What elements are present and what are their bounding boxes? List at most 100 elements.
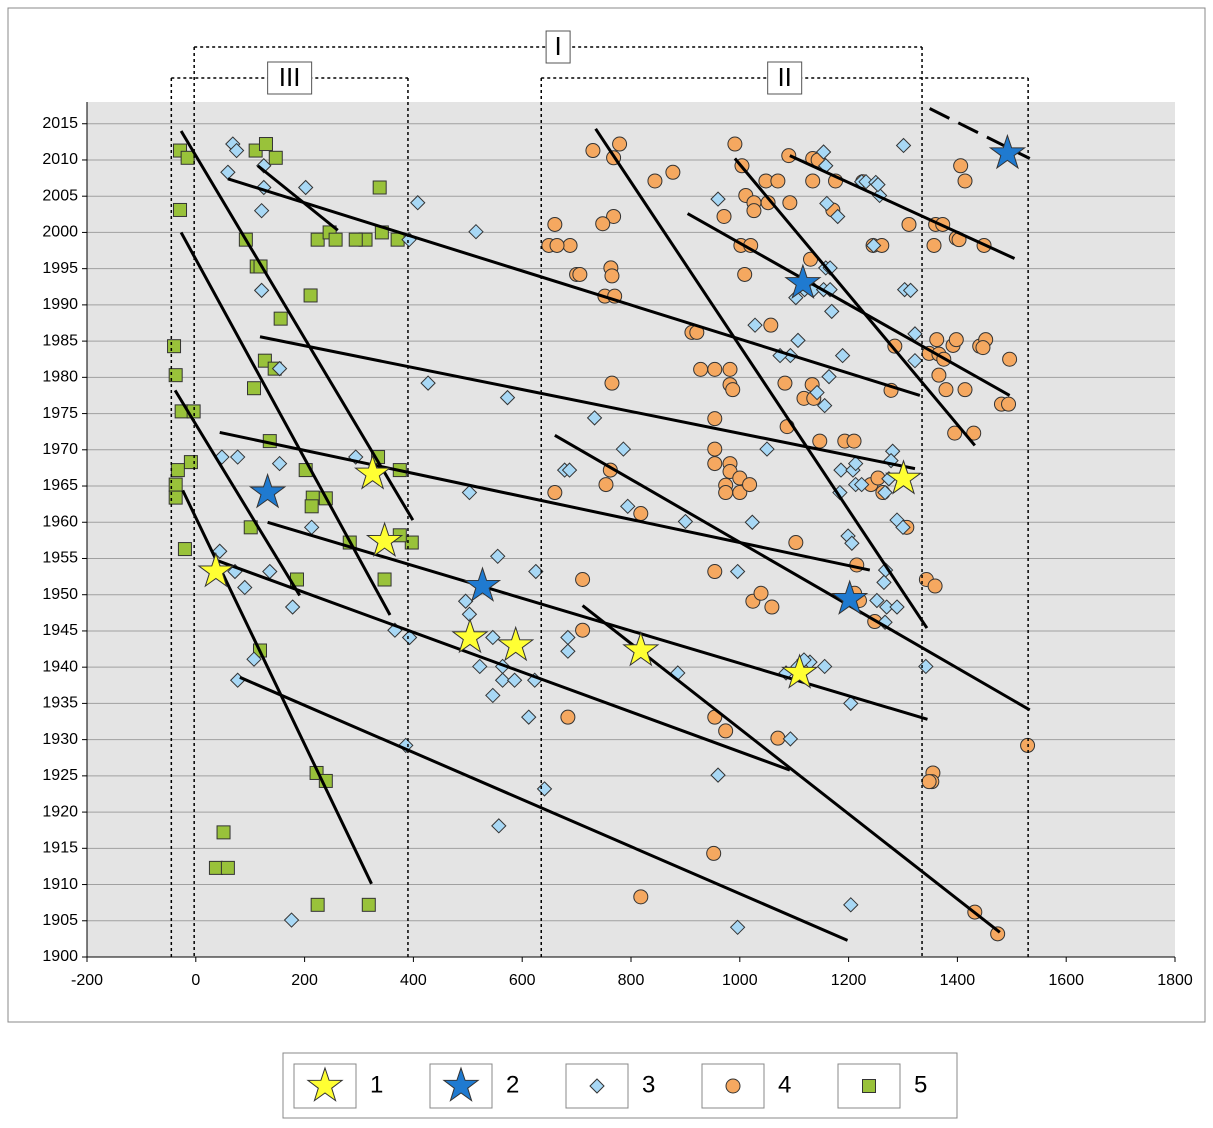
diamond-marker	[844, 535, 860, 551]
diamond-marker	[834, 347, 851, 364]
diamond-marker	[843, 695, 859, 712]
trend-line	[554, 434, 1031, 712]
diamond-marker	[494, 672, 511, 688]
trend-line	[227, 177, 921, 397]
x-tick-label: 600	[509, 972, 536, 989]
x-tick-label: 200	[291, 972, 318, 989]
square-marker	[377, 572, 392, 587]
diamond-marker	[490, 548, 506, 565]
square-marker	[328, 232, 343, 247]
circle-marker	[707, 441, 723, 457]
y-tick-label: 1955	[42, 550, 78, 567]
circle-marker	[927, 578, 943, 594]
diamond-marker	[229, 449, 246, 465]
diamond-marker	[877, 484, 893, 501]
circle-marker	[604, 375, 620, 391]
circle-marker	[716, 208, 732, 224]
diamond-marker	[902, 282, 919, 299]
circle-marker	[707, 411, 723, 427]
diamond-marker	[401, 629, 418, 646]
diamond-marker	[284, 599, 301, 615]
x-tick-label: -200	[71, 972, 103, 989]
circle-marker	[929, 332, 945, 348]
diamond-marker	[833, 462, 849, 478]
y-tick-label: 2010	[42, 151, 78, 168]
legend-label: 5	[914, 1071, 927, 1098]
diamond-marker	[865, 237, 882, 254]
circle-marker	[746, 203, 762, 219]
legend-marker	[862, 1079, 876, 1093]
region-label-box	[267, 61, 313, 95]
circle-marker	[957, 173, 973, 189]
square-marker	[247, 381, 262, 396]
y-tick-label: 2005	[42, 187, 78, 204]
y-tick-label: 1930	[42, 731, 78, 748]
region-label-box	[767, 61, 803, 95]
circle-marker	[633, 889, 649, 905]
square-marker	[168, 490, 183, 505]
diamond-marker	[790, 332, 806, 349]
diamond-marker	[878, 599, 895, 615]
region-label: I	[554, 31, 561, 61]
y-tick-label: 1945	[42, 622, 78, 639]
trend-line	[179, 231, 392, 616]
diamond-marker	[468, 223, 484, 240]
star-marker	[784, 263, 822, 299]
circle-marker	[707, 456, 723, 472]
diamond-marker	[824, 303, 840, 320]
y-tick-label: 1910	[42, 876, 78, 893]
trend-line	[594, 127, 929, 629]
circle-marker	[947, 425, 963, 441]
dashed-trend-line	[928, 107, 1031, 160]
circle-marker	[706, 845, 722, 861]
circle-marker	[718, 485, 734, 501]
circle-marker	[693, 361, 709, 377]
diamond-marker	[620, 498, 636, 515]
diamond-marker	[907, 352, 923, 369]
square-marker	[348, 232, 363, 247]
x-tick-label: 0	[191, 972, 200, 989]
diamond-marker	[461, 484, 478, 501]
diamond-marker	[853, 476, 870, 493]
circle-marker	[764, 599, 780, 615]
star-marker	[831, 579, 869, 615]
circle-marker	[604, 268, 620, 284]
circle-marker	[1002, 351, 1018, 367]
trend-line	[267, 520, 928, 721]
circle-marker	[782, 195, 798, 211]
square-marker	[361, 897, 376, 912]
legend-label: 1	[370, 1071, 383, 1098]
diamond-marker	[485, 687, 501, 704]
circle-marker	[887, 338, 903, 354]
trend-line	[239, 675, 849, 942]
circle-marker	[975, 340, 991, 356]
star-marker	[365, 521, 404, 557]
circle-marker	[812, 433, 828, 449]
square-marker	[177, 542, 192, 557]
circle-marker	[549, 237, 565, 253]
diamond-marker	[457, 593, 474, 609]
diamond-marker	[528, 563, 544, 580]
star-marker	[884, 459, 923, 495]
diamond-marker	[246, 651, 262, 667]
y-tick-label: 1940	[42, 658, 78, 675]
x-tick-label: 1200	[831, 972, 867, 989]
y-tick-label: 1985	[42, 332, 78, 349]
trend-line	[581, 604, 1001, 934]
region-label: II	[777, 62, 791, 92]
circle-marker	[846, 433, 862, 449]
diamond-marker	[521, 709, 537, 725]
star-marker	[248, 472, 287, 509]
region-label-box	[545, 30, 571, 64]
square-marker	[216, 825, 231, 840]
diamond-marker	[895, 519, 911, 536]
y-tick-label: 1920	[42, 803, 78, 820]
circle-marker	[595, 216, 611, 232]
x-tick-label: 1000	[722, 972, 758, 989]
star-marker	[497, 625, 535, 662]
y-tick-label: 1970	[42, 441, 78, 458]
circle-marker	[742, 477, 758, 493]
diamond-marker	[809, 384, 825, 401]
diamond-marker	[918, 658, 934, 675]
